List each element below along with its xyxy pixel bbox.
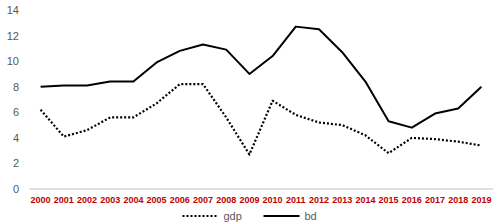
x-tick-label: 2006 — [170, 195, 190, 205]
chart-container: 0246810121420002001200220032004200520062… — [0, 0, 500, 224]
y-tick-label: 14 — [7, 4, 19, 16]
y-tick — [26, 163, 29, 164]
x-tick-label: 2013 — [332, 195, 352, 205]
x-tick-label: 2008 — [216, 195, 236, 205]
series-line — [41, 84, 482, 154]
x-tick-label: 2015 — [379, 195, 399, 205]
x-tick-label: 2000 — [31, 195, 51, 205]
y-tick — [26, 10, 29, 11]
x-tick-label: 2014 — [355, 195, 375, 205]
x-tick-label: 2010 — [263, 195, 283, 205]
chart: 0246810121420002001200220032004200520062… — [0, 0, 500, 224]
y-tick — [26, 137, 29, 138]
legend: gdp bd — [183, 210, 317, 222]
y-tick-label: 6 — [13, 106, 19, 118]
x-axis — [29, 189, 493, 190]
legend-swatch — [183, 215, 219, 217]
x-tick-label: 2017 — [425, 195, 445, 205]
y-tick — [26, 35, 29, 36]
x-tick-label: 2003 — [100, 195, 120, 205]
x-tick-label: 2007 — [193, 195, 213, 205]
x-tick-label: 2009 — [239, 195, 259, 205]
y-tick — [26, 61, 29, 62]
x-tick-label: 2012 — [309, 195, 329, 205]
x-tick-label: 2019 — [471, 195, 491, 205]
y-tick-label: 4 — [13, 132, 19, 144]
y-tick-label: 12 — [7, 30, 19, 42]
legend-label: bd — [305, 210, 317, 222]
x-tick-label: 2011 — [286, 195, 306, 205]
x-tick-label: 2004 — [123, 195, 143, 205]
series-line — [41, 27, 482, 128]
y-tick — [26, 189, 29, 190]
y-tick-label: 2 — [13, 157, 19, 169]
x-tick-label: 2018 — [448, 195, 468, 205]
plot-area — [41, 27, 482, 155]
legend-label: gdp — [224, 210, 242, 222]
x-tick-label: 2001 — [54, 195, 74, 205]
x-tick-label: 2005 — [147, 195, 167, 205]
y-tick-label: 10 — [7, 55, 19, 67]
legend-swatch — [264, 215, 300, 217]
y-tick-label: 8 — [13, 81, 19, 93]
y-tick-label: 0 — [13, 183, 19, 195]
y-tick — [26, 86, 29, 87]
y-tick — [26, 112, 29, 113]
x-tick-label: 2016 — [402, 195, 422, 205]
x-tick-label: 2002 — [77, 195, 97, 205]
